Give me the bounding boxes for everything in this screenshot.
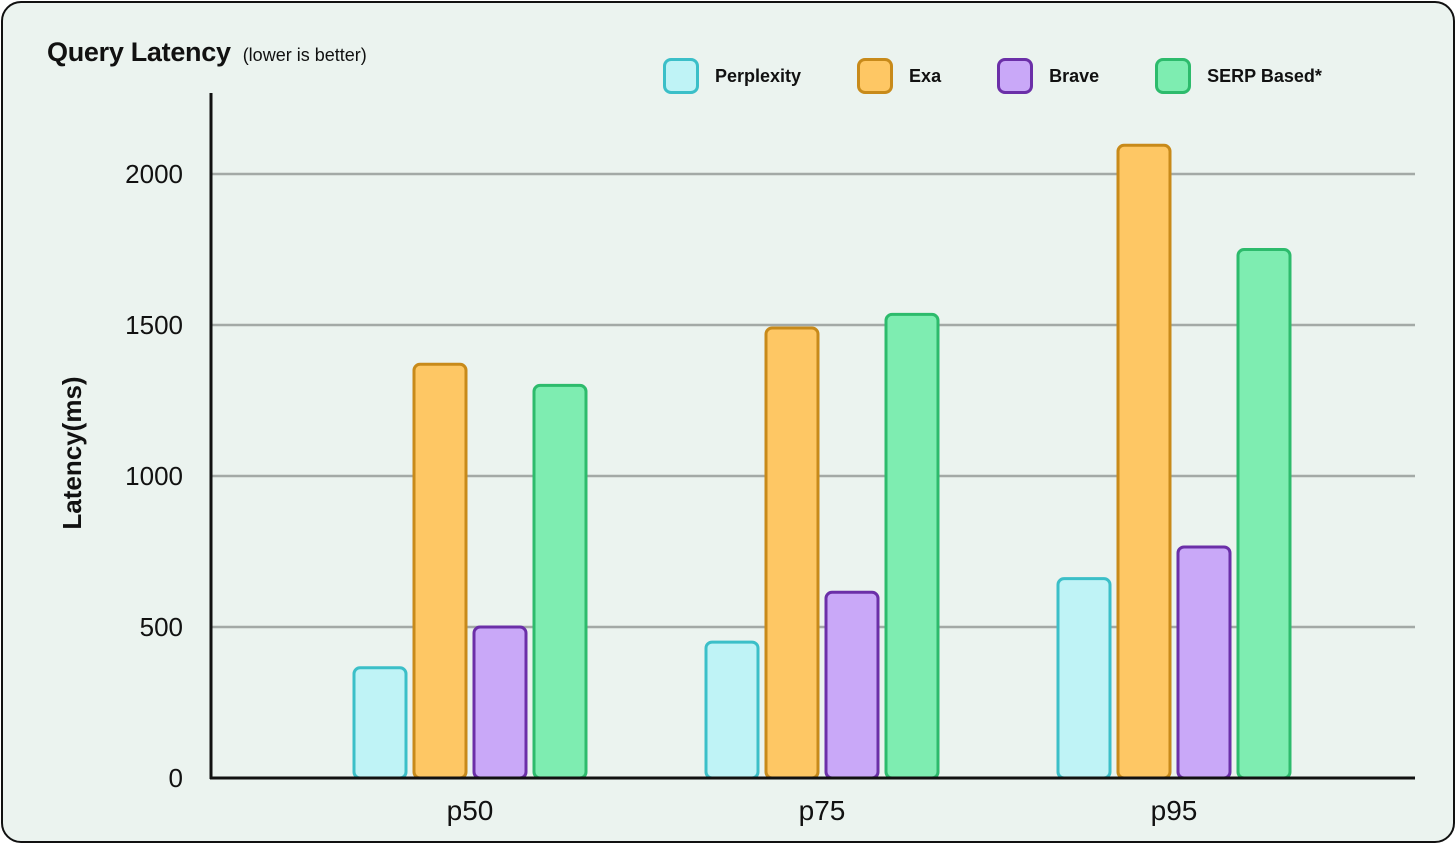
title-row: Query Latency (lower is better)	[47, 37, 367, 68]
bar-exa-p75	[764, 326, 820, 780]
bar-brave-p75	[824, 590, 880, 780]
y-tick-label-2000: 2000	[125, 159, 183, 189]
legend-item-serp-based: SERP Based*	[1155, 58, 1322, 94]
legend-swatch-exa	[857, 58, 894, 94]
legend: Perplexity Exa Brave SERP Based*	[663, 58, 1378, 94]
x-tick-label-p50: p50	[447, 795, 494, 826]
y-tick-label-0: 0	[169, 763, 183, 793]
legend-item-perplexity: Perplexity	[663, 58, 801, 94]
bar-perplexity-p50	[352, 666, 408, 780]
legend-label-exa: Exa	[909, 65, 942, 86]
bar-serp-based-p75	[884, 312, 940, 780]
bar-perplexity-p95	[1056, 577, 1112, 780]
y-tick-label-1000: 1000	[125, 461, 183, 491]
bar-exa-p50	[412, 362, 468, 780]
x-tick-label-p95: p95	[1151, 795, 1198, 826]
legend-swatch-serp-based	[1155, 58, 1192, 94]
bar-perplexity-p75	[704, 640, 760, 780]
bar-exa-p95	[1116, 143, 1172, 780]
bar-brave-p95	[1176, 545, 1232, 780]
bar-serp-based-p50	[532, 383, 588, 780]
legend-label-brave: Brave	[1049, 65, 1100, 86]
bar-brave-p50	[472, 625, 528, 780]
y-tick-label-500: 500	[140, 612, 183, 642]
legend-item-brave: Brave	[997, 58, 1099, 94]
legend-label-perplexity: Perplexity	[715, 65, 802, 86]
y-tick-label-1500: 1500	[125, 310, 183, 340]
bar-chart: 0 500 1000 1500 2000 Latency(ms) p50 p75 p95	[57, 93, 1415, 826]
legend-swatch-brave	[997, 58, 1034, 94]
chart-subtitle: (lower is better)	[242, 45, 367, 65]
x-tick-label-p75: p75	[799, 795, 846, 826]
legend-label-serp-based: SERP Based*	[1207, 65, 1322, 86]
y-axis-title: Latency(ms)	[57, 376, 87, 529]
legend-swatch-perplexity	[663, 58, 699, 94]
legend-item-exa: Exa	[857, 58, 941, 94]
chart-title: Query Latency	[47, 37, 231, 67]
bar-serp-based-p95	[1236, 248, 1292, 780]
